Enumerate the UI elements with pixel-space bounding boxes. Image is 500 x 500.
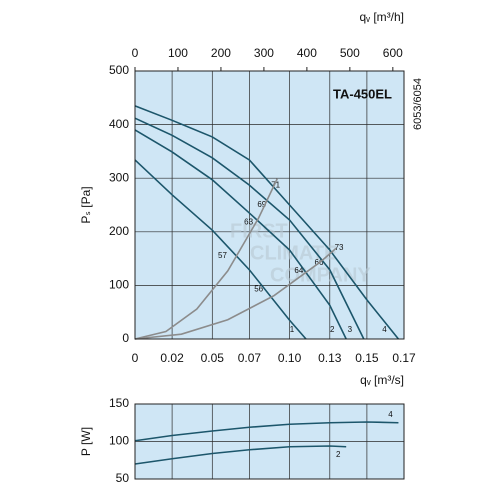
y-tick-label: 100 [109, 434, 129, 448]
watermark: FIRST [230, 220, 288, 242]
chart-title: TA-450EL [333, 86, 392, 101]
series-line [134, 129, 347, 340]
series-label: 2 [336, 450, 341, 459]
x2-tick-label: 600 [383, 46, 403, 60]
x-tick-label: 0.13 [318, 351, 342, 365]
x-tick-label: 0.07 [238, 351, 262, 365]
x-axis-label: qᵥ [m³/s] [360, 373, 404, 387]
y-axis-label: P [W] [79, 427, 93, 456]
y-tick-label: 400 [109, 117, 129, 131]
series-label: 2 [330, 325, 335, 334]
x-tick-label: 0.15 [355, 351, 379, 365]
x-tick-label: 0.02 [160, 351, 184, 365]
watermark: COMPANY [270, 264, 371, 286]
x-tick-label: 0.10 [278, 351, 302, 365]
annotation: 71 [271, 180, 280, 189]
series-line [134, 105, 400, 340]
series-label: 3 [348, 325, 353, 334]
series-line [134, 421, 399, 442]
x2-tick-label: 500 [340, 46, 360, 60]
series-line [134, 159, 307, 340]
y-tick-label: 100 [109, 278, 129, 292]
annotation: 73 [335, 243, 344, 252]
annotation: 69 [257, 200, 266, 209]
x2-tick-label: 400 [297, 46, 317, 60]
x-tick-label: 0 [132, 351, 139, 365]
x2-tick-label: 300 [254, 46, 274, 60]
watermark: CLIMATE [250, 242, 337, 264]
y-tick-label: 150 [109, 396, 129, 410]
series-line [134, 445, 347, 465]
series-line [134, 178, 278, 340]
y-axis-label: Pₛ [Pa] [79, 186, 93, 223]
series-label: 4 [382, 325, 387, 334]
series-line [134, 117, 365, 340]
plot-border [134, 403, 405, 480]
x-tick-label: 0.17 [392, 351, 416, 365]
annotation: 64 [294, 266, 303, 275]
series-label: 1 [290, 325, 295, 334]
x2-axis-label: qᵥ [m³/h] [359, 10, 404, 24]
x2-tick-label: 0 [132, 46, 139, 60]
y-tick-label: 200 [109, 224, 129, 238]
side-label: 6053/6054 [412, 78, 424, 130]
x2-tick-label: 100 [168, 46, 188, 60]
y-tick-label: 300 [109, 170, 129, 184]
annotation: 57 [218, 251, 227, 260]
annotation: 56 [254, 284, 263, 293]
series-label: 4 [388, 410, 393, 419]
y-tick-label: 500 [109, 63, 129, 77]
series-line [134, 247, 337, 340]
x2-tick-label: 200 [211, 46, 231, 60]
y-tick-label: 0 [122, 331, 129, 345]
annotation: 63 [244, 217, 253, 226]
x-tick-label: 0.05 [201, 351, 225, 365]
y-tick-label: 50 [116, 471, 130, 485]
plot-border [134, 70, 405, 340]
